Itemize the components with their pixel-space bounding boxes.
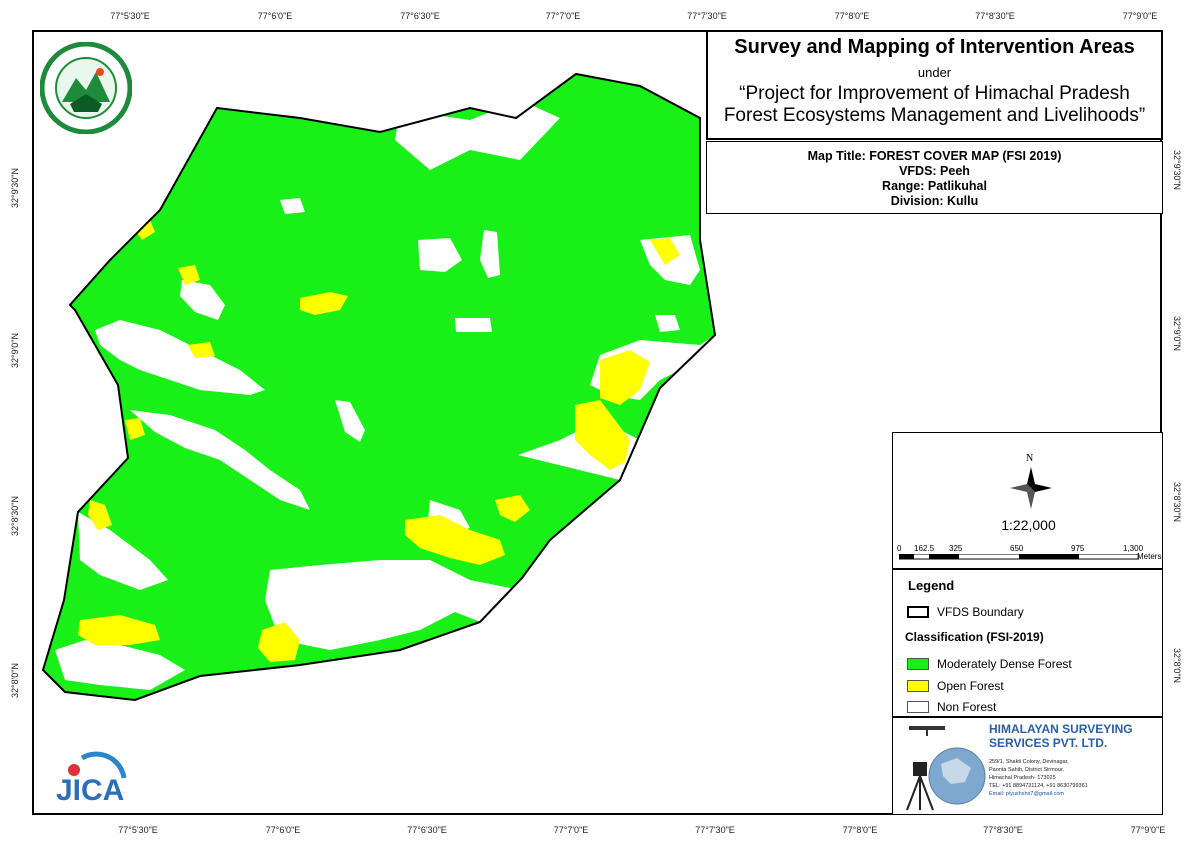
project-line-1: “Project for Improvement of Himachal Pra… bbox=[739, 83, 1130, 104]
legend-boundary-label: VFDS Boundary bbox=[937, 605, 1024, 619]
legend-box: Legend VFDS Boundary Classification (FSI… bbox=[892, 569, 1163, 717]
svg-text:JICA: JICA bbox=[56, 774, 124, 804]
x-tick-bottom-3: 77°6'30"E bbox=[407, 825, 447, 835]
y-tick-right-1: 32°9'30"N bbox=[1172, 150, 1182, 191]
scale-ratio: 1:22,000 bbox=[1001, 517, 1056, 533]
x-tick-top-7: 77°8'30"E bbox=[975, 11, 1015, 21]
scale-label-1: 162.5 bbox=[914, 544, 935, 553]
x-tick-bottom-4: 77°7'0"E bbox=[553, 825, 589, 835]
x-tick-top-6: 77°8'0"E bbox=[834, 11, 870, 21]
x-tick-bottom-1: 77°5'30"E bbox=[118, 825, 158, 835]
company-contact: 259/1, Shakti Colony, Devinagar, Paonta … bbox=[989, 758, 1088, 798]
x-tick-bottom-5: 77°7'30"E bbox=[695, 825, 735, 835]
company-tel: TEL: +91 8894731124, +91 8630799361 bbox=[989, 783, 1088, 789]
north-label: N bbox=[1026, 453, 1034, 464]
vfds-name: VFDS: Peeh bbox=[899, 164, 970, 178]
company-address-3: Himachal Pradesh- 173025 bbox=[989, 775, 1056, 781]
division-name: Division: Kullu bbox=[890, 194, 979, 208]
x-tick-top-2: 77°6'0"E bbox=[257, 11, 293, 21]
x-tick-bottom-6: 77°8'0"E bbox=[842, 825, 878, 835]
scale-label-2: 325 bbox=[949, 544, 963, 553]
range-name: Range: Patlikuhal bbox=[882, 179, 987, 193]
legend-title: Legend bbox=[908, 578, 955, 593]
company-address-2: Paonta Sahib, District Sirmour, bbox=[989, 767, 1064, 773]
company-name-line-2: SERVICES PVT. LTD. bbox=[989, 736, 1108, 750]
jica-logo-icon: JICA bbox=[56, 751, 127, 807]
map-info-box: Map Title: FOREST COVER MAP (FSI 2019) V… bbox=[706, 141, 1163, 214]
vfds-boundary bbox=[41, 72, 717, 702]
y-tick-right-4: 32°8'0"N bbox=[1172, 648, 1182, 684]
swatch-open-forest bbox=[907, 680, 929, 692]
x-tick-bottom-7: 77°8'30"E bbox=[983, 825, 1023, 835]
y-tick-right-3: 32°8'30"N bbox=[1172, 482, 1182, 523]
map-frame bbox=[32, 30, 1162, 815]
scale-unit: Meters bbox=[1137, 552, 1162, 561]
vfds-boundary-swatch bbox=[907, 606, 929, 618]
x-tick-top-8: 77°9'0"E bbox=[1122, 11, 1158, 21]
company-box: HIMALAYAN SURVEYING SERVICES PVT. LTD. 2… bbox=[892, 717, 1163, 815]
x-tick-top-4: 77°7'0"E bbox=[545, 11, 581, 21]
company-name: HIMALAYAN SURVEYING SERVICES PVT. LTD. bbox=[989, 722, 1133, 750]
map-title: Map Title: FOREST COVER MAP (FSI 2019) bbox=[807, 149, 1062, 163]
x-tick-bottom-8: 77°9'0"E bbox=[1130, 825, 1166, 835]
y-tick-right-2: 32°9'0"N bbox=[1172, 316, 1182, 352]
scale-label-3: 650 bbox=[1010, 544, 1024, 553]
classification-title: Classification (FSI-2019) bbox=[905, 630, 1044, 644]
jica-logo: JICA bbox=[52, 748, 127, 807]
x-tick-top-1: 77°5'30"E bbox=[110, 11, 150, 21]
open-forest-patches bbox=[78, 220, 680, 662]
legend-label-non-forest: Non Forest bbox=[937, 700, 997, 714]
x-tick-bottom-2: 77°6'0"E bbox=[265, 825, 301, 835]
title-box: Survey and Mapping of Intervention Areas… bbox=[706, 30, 1163, 140]
company-name-line-1: HIMALAYAN SURVEYING bbox=[989, 722, 1133, 736]
title-under: under bbox=[917, 65, 952, 80]
legend-label-open-forest: Open Forest bbox=[937, 679, 1004, 693]
scale-label-4: 975 bbox=[1071, 544, 1085, 553]
company-email[interactable]: Email: piyushshs7@gmail.com bbox=[989, 791, 1064, 797]
swatch-non-forest bbox=[907, 701, 929, 713]
scale-label-5: 1,300 bbox=[1123, 544, 1144, 553]
x-tick-top-3: 77°6'30"E bbox=[400, 11, 440, 21]
legend-label-dense-forest: Moderately Dense Forest bbox=[937, 657, 1072, 671]
surveying-logo-icon bbox=[906, 726, 986, 811]
scale-label-0: 0 bbox=[897, 544, 902, 553]
project-line-2: Forest Ecosystems Management and Livelih… bbox=[723, 105, 1146, 126]
title-main: Survey and Mapping of Intervention Areas bbox=[734, 36, 1135, 58]
north-arrow-icon bbox=[1010, 467, 1052, 509]
title-project: “Project for Improvement of Himachal Pra… bbox=[708, 83, 1161, 127]
swatch-dense-forest bbox=[907, 658, 929, 670]
scale-box: N 1:22,000 0 162.5 325 650 975 1,300 Met… bbox=[892, 432, 1163, 569]
scale-bar bbox=[899, 554, 1139, 560]
company-address-1: 259/1, Shakti Colony, Devinagar, bbox=[989, 759, 1069, 765]
x-tick-top-5: 77°7'30"E bbox=[687, 11, 727, 21]
forest-department-emblem-icon bbox=[40, 42, 132, 134]
